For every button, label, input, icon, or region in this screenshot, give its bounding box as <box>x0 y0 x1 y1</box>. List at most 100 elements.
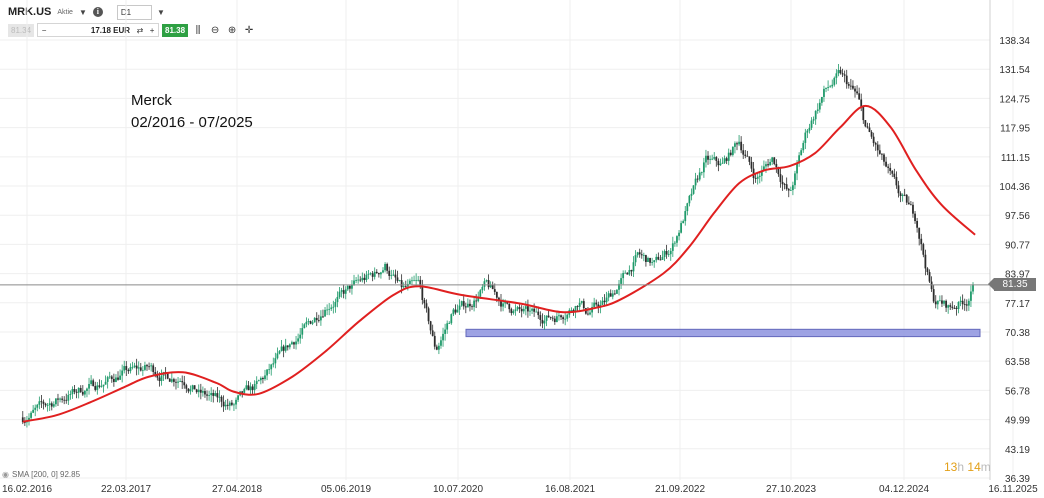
candle <box>905 193 908 206</box>
candle <box>692 185 695 195</box>
candle <box>342 284 345 299</box>
candle <box>649 257 651 266</box>
candle <box>582 298 585 311</box>
candle <box>218 390 221 403</box>
candle <box>454 304 457 315</box>
symbol-dropdown-icon[interactable]: ▼ <box>78 7 87 17</box>
zoom-in-icon[interactable]: ⊕ <box>227 24 237 36</box>
candle <box>423 297 426 309</box>
candle <box>551 315 554 322</box>
candle <box>936 300 939 310</box>
candle <box>67 390 70 406</box>
sell-price-button[interactable]: 81.34 <box>8 23 35 37</box>
candle <box>365 270 368 283</box>
candle <box>839 66 842 75</box>
candle <box>613 290 616 296</box>
candle <box>375 269 378 274</box>
candle <box>907 196 910 205</box>
candle <box>767 159 769 168</box>
candle <box>330 304 333 311</box>
candle <box>578 298 581 311</box>
candle <box>357 274 360 284</box>
candle <box>44 402 47 408</box>
candle <box>918 227 921 246</box>
annotation-title: Merck <box>131 92 172 109</box>
candle <box>669 248 672 261</box>
candle <box>324 306 326 317</box>
candle <box>386 262 389 274</box>
candle <box>912 201 914 218</box>
zoom-out-icon[interactable]: ⊖ <box>210 24 220 36</box>
candle <box>338 286 341 299</box>
candle <box>562 315 565 324</box>
candle <box>322 309 324 318</box>
candle <box>500 293 502 312</box>
candle <box>458 299 461 316</box>
plus-icon[interactable]: + <box>149 25 155 35</box>
candle <box>854 86 856 98</box>
candle <box>593 297 596 308</box>
candle <box>719 158 722 166</box>
candle <box>889 163 892 176</box>
candle <box>887 163 890 174</box>
candle <box>431 324 434 337</box>
candle <box>208 390 211 401</box>
candle <box>945 299 947 313</box>
candle <box>705 149 707 168</box>
symbol-label[interactable]: MRK.US <box>8 6 52 18</box>
info-icon[interactable]: i <box>92 7 103 17</box>
candle <box>903 188 906 197</box>
candle <box>42 399 45 410</box>
candle <box>469 299 471 312</box>
candle <box>487 274 490 290</box>
candle <box>52 401 55 408</box>
candles-icon[interactable]: ⫼ <box>195 24 201 36</box>
candle <box>560 314 562 320</box>
y-tick-label: 131.54 <box>999 65 1030 76</box>
y-tick-label: 70.38 <box>1005 328 1030 339</box>
candle <box>144 361 146 372</box>
candle <box>249 382 252 396</box>
candle <box>632 256 635 278</box>
crosshair-icon[interactable]: ✛ <box>244 24 254 36</box>
candle <box>348 285 351 293</box>
amount-stepper[interactable]: − 17.18 EUR ⇄ + <box>37 23 160 37</box>
candle <box>541 313 544 329</box>
minus-icon[interactable]: − <box>41 25 47 35</box>
candle <box>433 331 436 350</box>
candle <box>30 411 32 421</box>
candle <box>910 200 912 206</box>
candle <box>88 377 90 395</box>
swap-icon[interactable]: ⇄ <box>136 25 144 35</box>
x-tick-label: 16.11.2025 <box>988 484 1038 495</box>
candle <box>553 315 556 325</box>
candle <box>667 249 670 257</box>
candle <box>508 303 511 313</box>
candle <box>351 280 353 295</box>
x-tick-label: 27.04.2018 <box>212 484 262 495</box>
candle <box>543 314 546 330</box>
indicator-label[interactable]: SMA [200, 0] 92.85 <box>11 470 81 479</box>
candle <box>450 313 453 325</box>
candle <box>92 378 95 387</box>
candle <box>170 372 173 384</box>
candle <box>175 378 177 390</box>
candle <box>539 311 542 327</box>
candle <box>899 191 902 203</box>
candle <box>317 314 320 323</box>
candle <box>661 250 664 261</box>
candle <box>771 156 774 166</box>
amount-input[interactable]: 17.18 EUR <box>90 25 131 35</box>
candle <box>723 155 726 165</box>
buy-price-button[interactable]: 81.38 <box>162 23 189 37</box>
candle <box>820 96 823 106</box>
candle <box>344 286 347 300</box>
eye-icon[interactable]: ◉ <box>2 470 9 479</box>
candle <box>715 156 718 167</box>
candle <box>653 259 656 268</box>
candle <box>769 158 772 166</box>
candle <box>94 381 97 392</box>
candle <box>255 376 258 390</box>
candle <box>951 301 954 310</box>
